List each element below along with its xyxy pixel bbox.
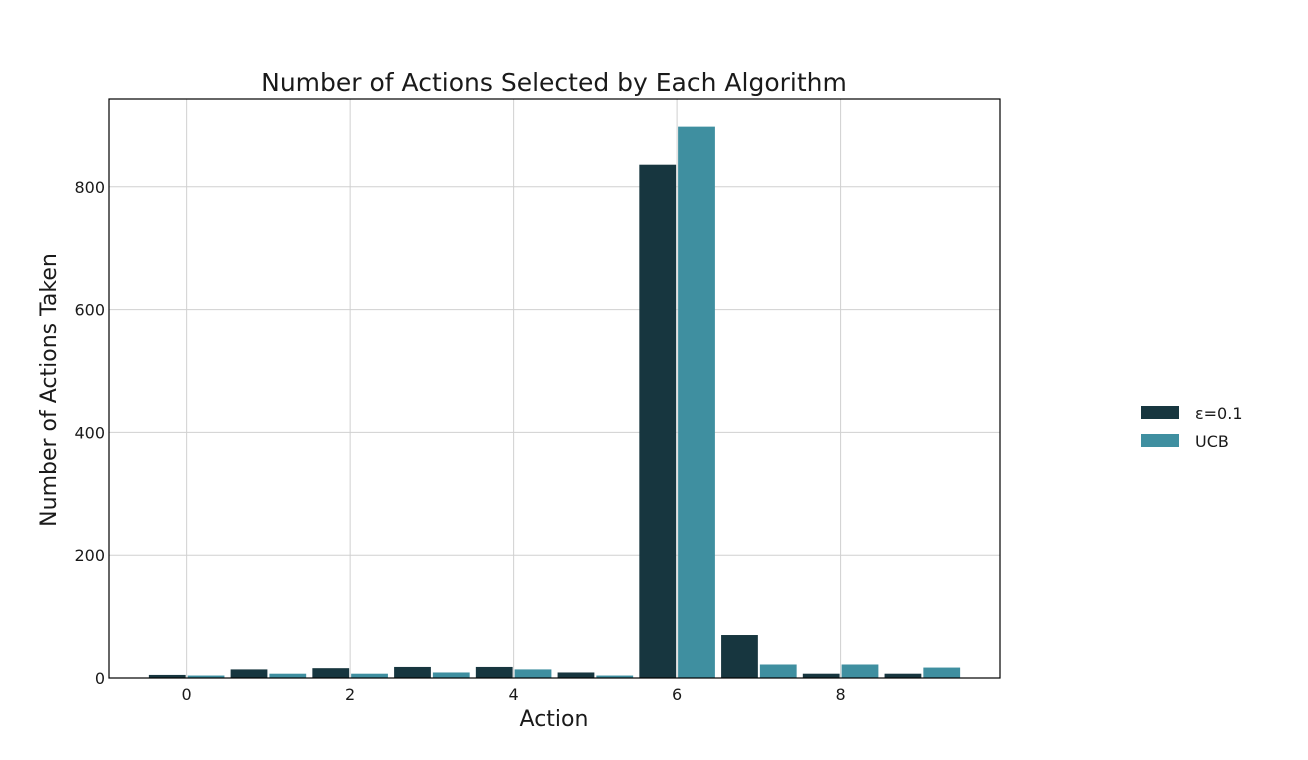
y-tick-label: 400 <box>74 423 105 442</box>
legend-label: ε=0.1 <box>1195 404 1243 423</box>
bar-series-2-action-4 <box>514 669 552 678</box>
bar-series-2-action-3 <box>432 672 470 678</box>
x-tick-label: 4 <box>509 685 519 704</box>
bar-series-2-action-2 <box>351 673 388 678</box>
bar-series-1-action-6 <box>639 164 677 679</box>
bar-series-1-action-4 <box>475 666 513 678</box>
bar-series-1-action-0 <box>148 674 186 678</box>
x-tick-label: 0 <box>182 685 192 704</box>
bar-series-1-action-9 <box>884 673 922 678</box>
x-tick-label: 2 <box>345 685 355 704</box>
chart-title: Number of Actions Selected by Each Algor… <box>261 68 847 97</box>
x-tick-label: 8 <box>836 685 846 704</box>
bar-series-2-action-7 <box>759 664 797 678</box>
legend: ε=0.1 UCB <box>1141 404 1243 451</box>
y-tick-label: 800 <box>74 178 105 197</box>
tick-layer: 0 2 4 6 8 0 200 400 600 800 <box>74 178 845 704</box>
x-tick-label: 6 <box>672 685 682 704</box>
grid-layer <box>109 99 1000 678</box>
plot-frame <box>108 98 1001 679</box>
x-axis-label: Action <box>520 707 589 732</box>
y-tick-label: 600 <box>74 301 105 320</box>
bar-series-2-action-1 <box>269 673 307 678</box>
bar-series-1-action-3 <box>394 666 431 678</box>
legend-swatch <box>1141 406 1179 419</box>
y-axis-label: Number of Actions Taken <box>37 253 62 527</box>
bar-series-2-action-8 <box>841 664 879 678</box>
bar-series-1-action-5 <box>557 672 595 678</box>
y-tick-label: 0 <box>95 669 105 688</box>
legend-swatch <box>1141 434 1179 447</box>
bar-series-1-action-1 <box>230 669 268 678</box>
bar-series-2-action-9 <box>923 667 961 678</box>
legend-label: UCB <box>1195 432 1229 451</box>
y-tick-label: 200 <box>74 546 105 565</box>
bar-series-1-action-7 <box>721 635 758 678</box>
bar-series-2-action-5 <box>596 675 634 678</box>
bar-series-1-action-8 <box>802 673 840 678</box>
bar-layer <box>148 126 961 679</box>
bar-series-2-action-6 <box>678 126 715 679</box>
bar-series-1-action-2 <box>312 668 350 678</box>
bar-series-2-action-0 <box>187 675 225 678</box>
